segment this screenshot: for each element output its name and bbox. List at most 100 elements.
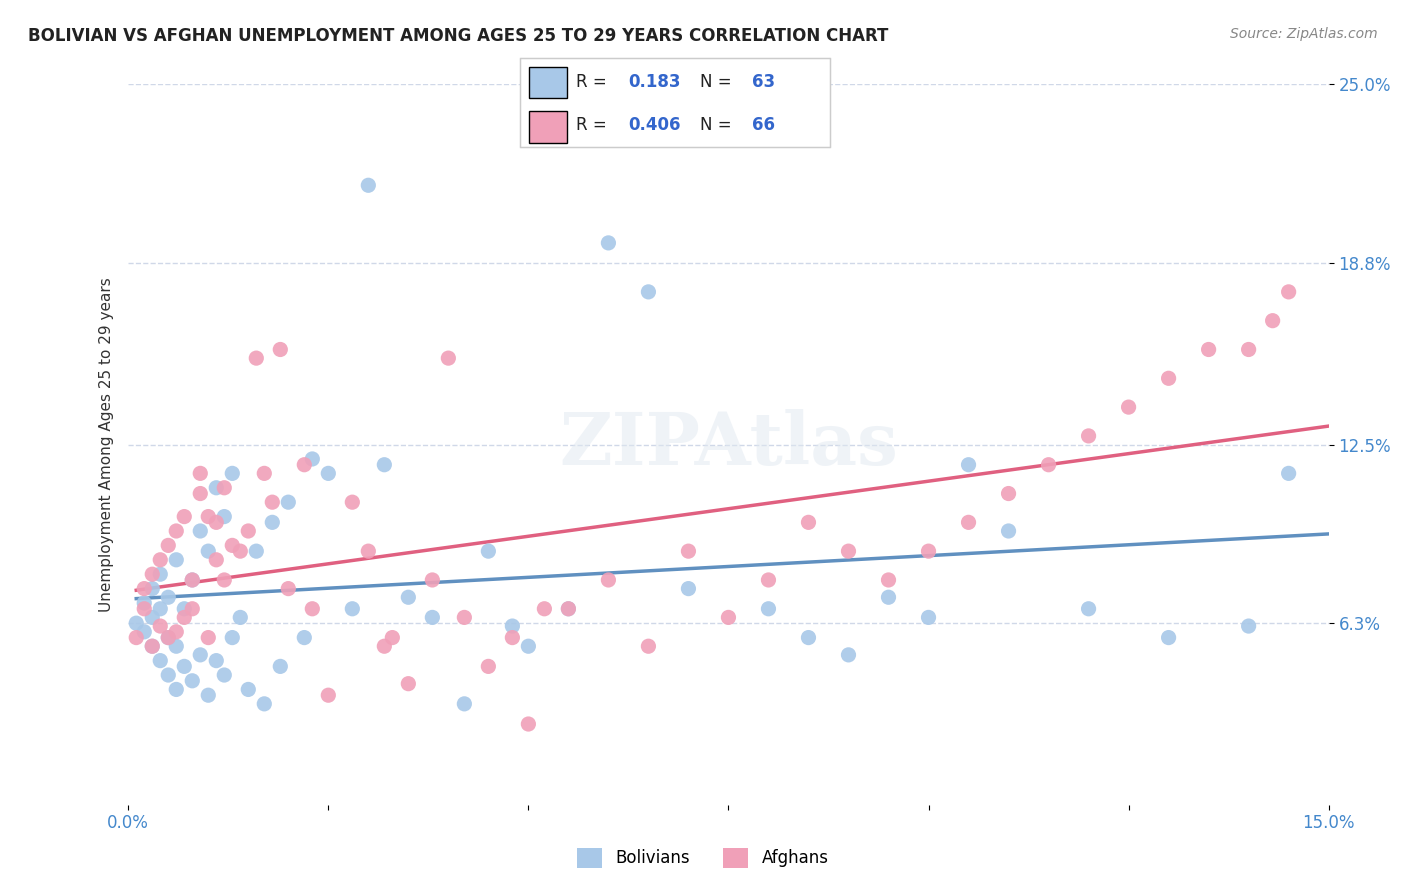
Point xyxy=(837,648,859,662)
Point xyxy=(238,682,260,697)
Text: R =: R = xyxy=(576,73,612,91)
Point xyxy=(342,601,364,615)
Point xyxy=(637,639,659,653)
Point xyxy=(1157,631,1180,645)
Point xyxy=(717,610,740,624)
Text: N =: N = xyxy=(700,116,737,134)
Point xyxy=(381,631,404,645)
Point xyxy=(253,467,276,481)
Point xyxy=(598,235,620,250)
Point xyxy=(477,544,499,558)
Y-axis label: Unemployment Among Ages 25 to 29 years: Unemployment Among Ages 25 to 29 years xyxy=(100,277,114,612)
Point xyxy=(125,631,148,645)
Point xyxy=(165,639,187,653)
Point xyxy=(678,544,700,558)
Point xyxy=(357,178,380,193)
Point xyxy=(125,616,148,631)
Point xyxy=(269,659,291,673)
Point xyxy=(957,458,980,472)
Point xyxy=(197,544,219,558)
Point xyxy=(1278,285,1301,299)
Point xyxy=(917,544,939,558)
Point xyxy=(292,631,315,645)
Point xyxy=(318,467,340,481)
Point xyxy=(1261,314,1284,328)
Point xyxy=(422,573,444,587)
Point xyxy=(205,654,228,668)
Point xyxy=(245,544,267,558)
Text: 63: 63 xyxy=(752,73,775,91)
Point xyxy=(501,631,523,645)
Point xyxy=(269,343,291,357)
Point xyxy=(134,624,156,639)
Point xyxy=(797,631,820,645)
Legend: Bolivians, Afghans: Bolivians, Afghans xyxy=(571,841,835,875)
Point xyxy=(517,717,540,731)
Point xyxy=(165,624,187,639)
Point xyxy=(149,619,172,633)
Point xyxy=(517,639,540,653)
Point xyxy=(157,668,180,682)
Point xyxy=(396,676,419,690)
Point xyxy=(221,631,243,645)
Point xyxy=(157,631,180,645)
Point xyxy=(205,481,228,495)
Point xyxy=(957,516,980,530)
Point xyxy=(134,601,156,615)
Point xyxy=(157,538,180,552)
Point xyxy=(141,582,163,596)
Point xyxy=(422,610,444,624)
Point xyxy=(678,582,700,596)
Point xyxy=(877,573,900,587)
Point xyxy=(229,544,252,558)
Point xyxy=(1237,619,1260,633)
Point xyxy=(205,553,228,567)
Point xyxy=(197,631,219,645)
Point xyxy=(134,596,156,610)
Point xyxy=(173,659,195,673)
Point xyxy=(149,567,172,582)
Point xyxy=(165,553,187,567)
Point xyxy=(238,524,260,538)
Text: N =: N = xyxy=(700,73,737,91)
Point xyxy=(301,452,323,467)
Point xyxy=(173,610,195,624)
Point xyxy=(157,631,180,645)
Point xyxy=(165,682,187,697)
Point xyxy=(1278,467,1301,481)
Point xyxy=(181,573,204,587)
Point xyxy=(301,601,323,615)
Point xyxy=(917,610,939,624)
Point xyxy=(173,509,195,524)
Point xyxy=(181,573,204,587)
Point xyxy=(221,467,243,481)
Text: 0.406: 0.406 xyxy=(628,116,681,134)
Point xyxy=(157,591,180,605)
Point xyxy=(165,524,187,538)
Point xyxy=(373,458,395,472)
Point xyxy=(173,601,195,615)
Point xyxy=(245,351,267,365)
Point xyxy=(997,486,1019,500)
Point xyxy=(214,481,236,495)
Point xyxy=(758,573,780,587)
Text: R =: R = xyxy=(576,116,612,134)
Point xyxy=(149,601,172,615)
Point xyxy=(877,591,900,605)
Point xyxy=(214,509,236,524)
Point xyxy=(1198,343,1220,357)
Point xyxy=(188,648,211,662)
Point xyxy=(134,582,156,596)
Point xyxy=(229,610,252,624)
Point xyxy=(1077,429,1099,443)
Point xyxy=(1077,601,1099,615)
Point xyxy=(262,516,284,530)
Point xyxy=(598,573,620,587)
Point xyxy=(1157,371,1180,385)
Text: Source: ZipAtlas.com: Source: ZipAtlas.com xyxy=(1230,27,1378,41)
Point xyxy=(253,697,276,711)
Point xyxy=(373,639,395,653)
Point xyxy=(453,610,475,624)
Point xyxy=(396,591,419,605)
Point xyxy=(141,639,163,653)
